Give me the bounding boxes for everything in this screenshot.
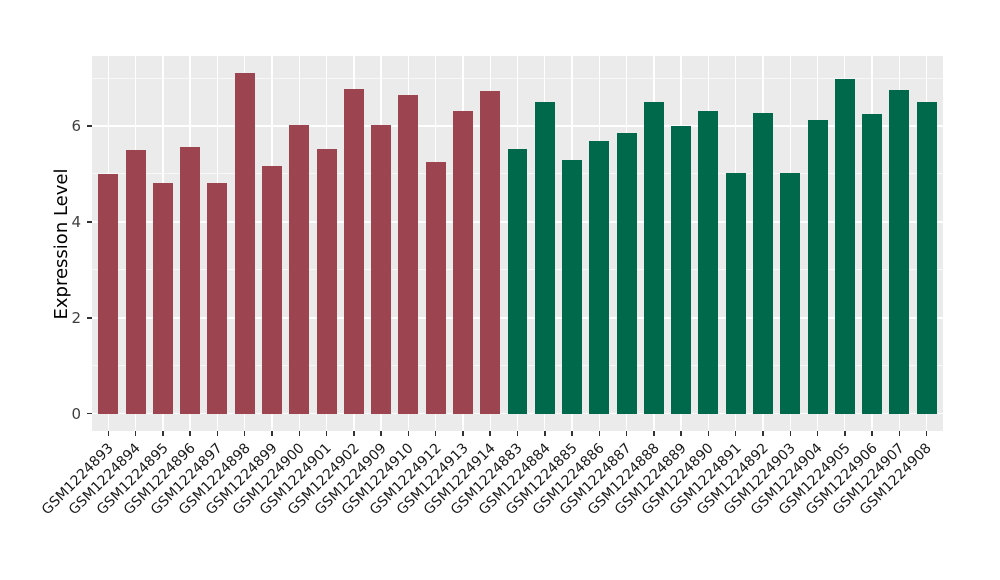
x-tick-mark [243, 431, 246, 436]
x-tick-mark [353, 431, 355, 436]
x-tick-mark [407, 431, 410, 436]
y-tick-mark [87, 317, 92, 319]
bar-GSM1224883 [507, 149, 528, 414]
x-tick-mark [598, 431, 601, 436]
x-tick-mark [925, 431, 928, 436]
x-tick-mark [489, 431, 491, 436]
bar-GSM1224914 [480, 90, 501, 414]
x-tick-mark [134, 431, 137, 436]
y-tick-label: 6 [71, 117, 81, 135]
x-tick-mark [871, 431, 873, 436]
x-tick-mark [544, 431, 546, 436]
x-tick-mark [571, 431, 573, 436]
x-tick-mark [844, 431, 846, 436]
plot-panel [92, 56, 943, 431]
bar-GSM1224893 [98, 173, 119, 414]
bar-GSM1224891 [725, 173, 746, 414]
x-tick-mark [762, 431, 764, 436]
x-tick-mark [107, 431, 110, 436]
x-tick-mark [625, 431, 628, 436]
bar-GSM1224898 [234, 73, 255, 414]
bar-GSM1224903 [780, 173, 801, 414]
bar-GSM1224902 [343, 89, 364, 414]
x-tick-mark [462, 431, 464, 436]
bar-GSM1224886 [589, 141, 610, 414]
bar-GSM1224910 [398, 95, 419, 414]
y-tick-mark [87, 125, 92, 127]
bar-GSM1224894 [125, 149, 146, 414]
x-tick-mark [271, 431, 273, 436]
bar-GSM1224884 [534, 101, 555, 414]
bar-GSM1224913 [452, 111, 473, 414]
x-tick-mark [734, 431, 737, 436]
y-tick-mark [87, 221, 92, 223]
bar-GSM1224895 [152, 182, 173, 414]
x-tick-mark [516, 431, 519, 436]
x-tick-mark [898, 431, 901, 436]
x-tick-mark [680, 431, 682, 436]
y-tick-label: 0 [71, 404, 81, 423]
x-tick-mark [434, 431, 437, 436]
x-tick-mark [789, 431, 791, 436]
x-tick-mark [325, 431, 328, 436]
bar-GSM1224892 [752, 112, 773, 414]
x-tick-mark [216, 431, 219, 436]
bar-GSM1224890 [698, 110, 719, 414]
y-tick-mark [87, 412, 92, 415]
bar-GSM1224901 [316, 148, 337, 414]
bar-GSM1224889 [671, 126, 692, 414]
bar-GSM1224904 [807, 120, 828, 414]
bar-GSM1224908 [916, 101, 937, 414]
bar-GSM1224888 [643, 101, 664, 414]
bar-GSM1224905 [834, 79, 855, 414]
x-tick-mark [380, 431, 382, 436]
bar-GSM1224897 [207, 182, 228, 414]
bar-GSM1224885 [562, 159, 583, 414]
bar-GSM1224906 [862, 113, 883, 414]
y-axis-title: Expression Level [51, 168, 72, 319]
y-tick-label: 4 [71, 212, 81, 231]
x-tick-mark [816, 431, 819, 436]
x-tick-mark [653, 431, 655, 436]
x-tick-mark [162, 431, 164, 436]
bar-GSM1224887 [616, 132, 637, 414]
bar-GSM1224896 [180, 147, 201, 414]
x-tick-mark [707, 431, 710, 436]
x-tick-mark [189, 431, 191, 436]
bar-GSM1224912 [425, 162, 446, 414]
bar-GSM1224900 [289, 125, 310, 414]
bar-GSM1224899 [262, 166, 282, 414]
bar-GSM1224909 [371, 125, 392, 414]
bar-GSM1224907 [889, 89, 910, 414]
y-tick-label: 2 [71, 308, 81, 327]
x-tick-mark [298, 431, 301, 436]
